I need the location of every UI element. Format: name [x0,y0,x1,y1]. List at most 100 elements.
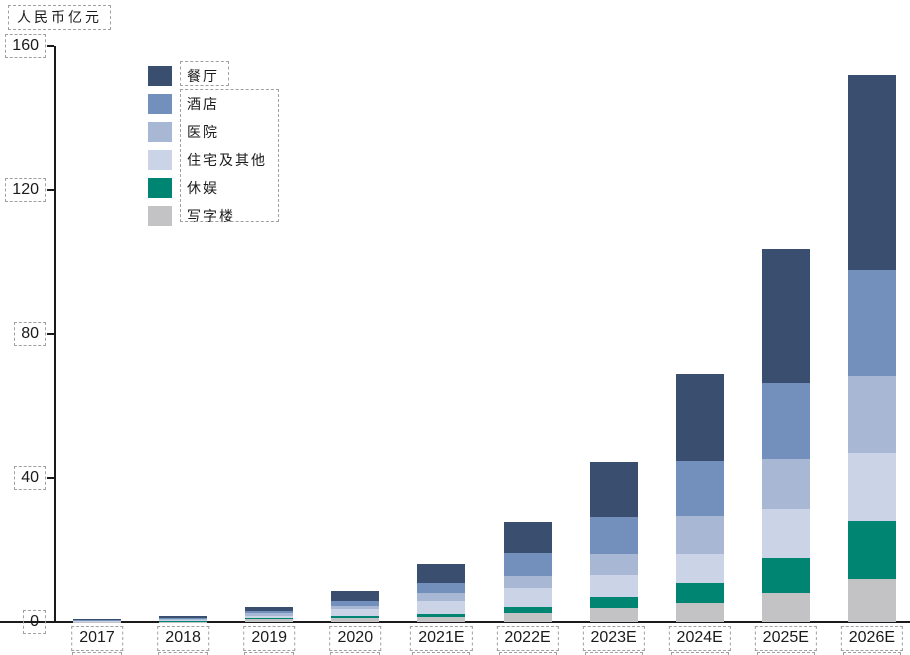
bar-segment-2019-休娱 [245,618,294,620]
bar-segment-2024E-酒店 [675,461,724,517]
y-axis-line [54,46,56,623]
bar-segment-2020-住宅及其他 [331,609,380,616]
bar-segment-2024E-住宅及其他 [675,554,724,583]
legend-swatch [148,122,172,142]
x-axis-label-2023E: 2023E [582,626,645,651]
y-tick-label: 40 [14,466,46,490]
bar-segment-2019-医院 [245,613,294,616]
legend-swatch [148,66,172,86]
bar-segment-2022E-酒店 [503,552,552,576]
legend-label: 医院 [187,125,219,141]
y-tick-label: 80 [14,322,46,346]
bar-segment-2025E-休娱 [761,557,810,593]
bar-2024E [675,373,724,622]
legend-item-餐厅: 餐厅 [148,62,267,90]
y-axis-unit-label: 人民币亿元 [8,5,111,30]
bar-segment-2020-写字楼 [331,618,380,622]
bar-segment-2018-住宅及其他 [159,620,208,622]
bar-segment-2023E-餐厅 [589,461,638,517]
y-tick-mark [47,45,54,47]
bar-2020 [331,591,380,622]
bar-2017 [73,619,121,622]
bar-segment-2026E-住宅及其他 [847,452,896,522]
bar-2021E [417,564,466,622]
y-tick-label: 0 [23,610,46,634]
legend-label: 住宅及其他 [187,153,267,169]
bar-segment-2018-医院 [159,619,208,621]
y-tick-label: 120 [5,178,46,202]
legend-label: 餐厅 [187,69,219,85]
x-label-stub [842,652,901,655]
x-label-stub [756,652,815,655]
y-tick-mark [47,333,54,335]
bar-segment-2017-酒店 [73,620,121,621]
bar-2026E [847,74,896,622]
bar-segment-2025E-餐厅 [761,249,810,383]
x-axis-label-2019: 2019 [243,626,295,651]
legend-label: 休娱 [187,181,219,197]
bar-segment-2021E-休娱 [417,614,466,617]
bar-segment-2019-酒店 [245,610,294,614]
bar-segment-2024E-休娱 [675,582,724,604]
bar-segment-2022E-餐厅 [503,521,552,553]
bar-segment-2023E-住宅及其他 [589,575,638,597]
legend-swatch [148,206,172,226]
bar-segment-2024E-餐厅 [675,373,724,462]
x-label-stub [158,652,209,655]
legend-item-休娱: 休娱 [148,174,267,202]
bar-segment-2019-住宅及其他 [245,615,294,619]
bar-segment-2026E-医院 [847,376,896,453]
x-label-stub [412,652,471,655]
x-label-stub [498,652,557,655]
bar-segment-2022E-住宅及其他 [503,587,552,607]
bar-segment-2026E-写字楼 [847,578,896,622]
bar-segment-2021E-写字楼 [417,616,466,622]
bar-2023E [589,461,638,622]
bar-segment-2025E-写字楼 [761,592,810,622]
bar-2025E [761,249,810,622]
bar-segment-2025E-酒店 [761,382,810,460]
legend-label: 酒店 [187,97,219,113]
bar-segment-2020-餐厅 [331,591,380,601]
x-label-stub [670,652,729,655]
y-tick-mark [47,189,54,191]
bar-segment-2019-餐厅 [245,606,294,611]
x-axis-label-2018: 2018 [157,626,209,651]
bar-segment-2020-休娱 [331,615,380,619]
bar-segment-2022E-医院 [503,575,552,588]
x-axis-label-2022E: 2022E [496,626,559,651]
bar-2018 [159,615,208,622]
bar-segment-2021E-住宅及其他 [417,601,466,615]
x-axis-label-2020: 2020 [329,626,382,651]
x-axis-label-2024E: 2024E [668,626,731,651]
bar-2019 [245,606,294,622]
legend-swatch [148,178,172,198]
bar-2022E [503,521,552,622]
x-label-stub [584,652,643,655]
legend-item-酒店: 酒店 [148,90,267,118]
legend-item-医院: 医院 [148,118,267,146]
legend-label-box-group [180,89,279,222]
bar-segment-2021E-医院 [417,593,466,602]
legend-item-住宅及其他: 住宅及其他 [148,146,267,174]
bar-segment-2025E-医院 [761,459,810,510]
x-label-stub [244,652,295,655]
y-tick-mark [47,621,54,623]
x-axis-label-2025E: 2025E [754,626,817,651]
bar-segment-2026E-酒店 [847,270,896,377]
x-axis-label-2021E: 2021E [410,626,473,651]
x-axis-line [0,621,910,623]
bar-segment-2020-酒店 [331,600,380,606]
x-axis-label-2017: 2017 [71,626,123,651]
y-tick-mark [47,477,54,479]
bar-segment-2023E-医院 [589,553,638,576]
x-axis-label-2026E: 2026E [840,626,904,651]
bar-segment-2023E-酒店 [589,516,638,554]
bar-segment-2025E-住宅及其他 [761,509,810,558]
bar-segment-2018-酒店 [159,617,208,620]
x-label-stub [72,652,122,655]
bar-segment-2018-餐厅 [159,615,208,618]
bar-segment-2026E-餐厅 [847,74,896,271]
bar-segment-2023E-休娱 [589,596,638,608]
bar-segment-2026E-休娱 [847,521,896,579]
